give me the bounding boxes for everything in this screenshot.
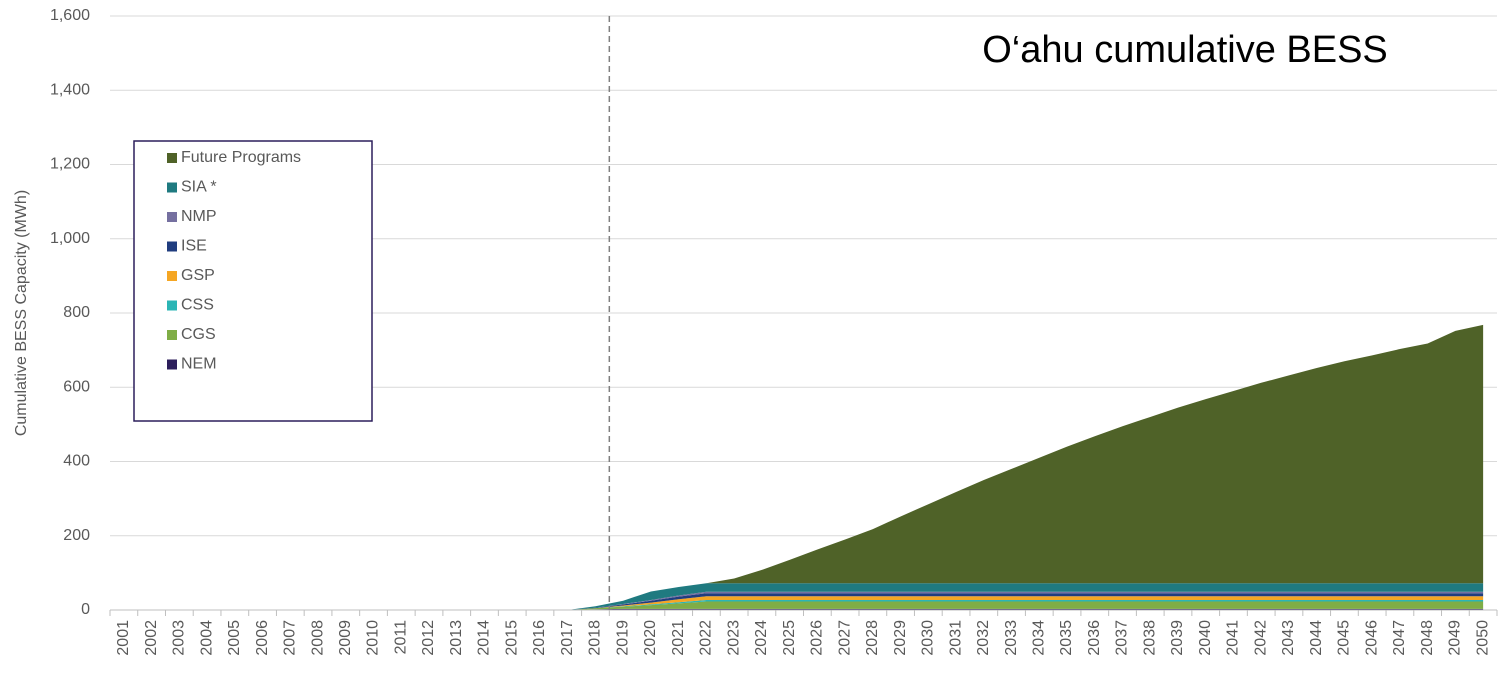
x-tick-label: 2040 [1197,620,1214,656]
legend-label: Future Programs [181,149,301,166]
x-tick-label: 2050 [1474,620,1491,656]
x-tick-label: 2027 [836,620,853,656]
x-tick-label: 2044 [1308,620,1325,656]
legend: Future Programs SIA * NMP ISE GSP CSS CGS NEM [133,140,373,422]
x-tick-label: 2013 [448,620,465,656]
x-tick-label: 2008 [309,620,326,656]
x-tick-label: 2039 [1169,620,1186,656]
x-tick-label: 2004 [198,620,215,656]
legend-label: ISE [181,238,207,255]
x-tick-label: 2041 [1225,620,1242,656]
x-tick-label: 2026 [809,620,826,656]
area [123,324,1484,610]
x-tick-label: 2012 [420,620,437,656]
y-axis-label: Cumulative BESS Capacity (MWh) [13,190,30,436]
area [123,599,1484,610]
x-tick-label: 2036 [1086,620,1103,656]
x-tick-label: 2033 [1003,620,1020,656]
y-tick-label: 1,200 [50,156,90,173]
y-tick-label: 200 [63,527,90,544]
x-tick-label: 2005 [226,620,243,656]
x-tick-label: 2031 [947,620,964,656]
x-tick-label: 2025 [781,620,798,656]
legend-label: CSS [181,297,214,314]
legend-swatch [167,212,177,222]
y-tick-label: 600 [63,378,90,395]
y-tick-label: 0 [81,601,90,618]
area [123,583,1484,610]
x-tick-label: 2046 [1363,620,1380,656]
x-tick-label: 2047 [1391,620,1408,656]
x-tick-label: 2017 [559,620,576,656]
legend-label: GSP [181,267,215,284]
x-tick-label: 2048 [1419,620,1436,656]
x-tick-label: 2035 [1058,620,1075,656]
x-tick-label: 2007 [282,620,299,656]
x-tick-label: 2001 [115,620,132,656]
x-tick-label: 2045 [1336,620,1353,656]
legend-label: CGS [181,326,216,343]
x-tick-label: 2029 [892,620,909,656]
y-tick-label: 1,400 [50,81,90,98]
legend-swatch [167,359,177,370]
y-tick-label: 1,000 [50,230,90,247]
x-tick-label: 2018 [587,620,604,656]
x-tick-label: 2022 [698,620,715,656]
x-tick-label: 2011 [392,620,409,655]
area [123,596,1484,610]
x-tick-label: 2034 [1031,620,1048,656]
x-tick-label: 2002 [143,620,160,656]
x-tick-label: 2049 [1447,620,1464,656]
x-tick-label: 2030 [920,620,937,656]
legend-swatch [167,330,177,340]
chart-annotation: O‘ahu cumulative BESS [982,29,1388,71]
legend-swatch [167,182,177,193]
x-tick-label: 2021 [670,620,687,656]
x-tick-label: 2028 [864,620,881,656]
legend-swatch [167,241,177,252]
x-tick-label: 2009 [337,620,354,656]
x-tick-label: 2024 [753,620,770,656]
legend-swatch [167,271,177,281]
x-tick-label: 2038 [1141,620,1158,656]
y-tick-label: 400 [63,453,90,470]
x-tick-label: 2014 [476,620,493,656]
x-tick-label: 2020 [642,620,659,656]
area [123,601,1484,610]
y-tick-label: 1,600 [50,7,90,24]
x-tick-label: 2037 [1114,620,1131,656]
x-tick-label: 2010 [365,620,382,656]
x-tick-label: 2042 [1252,620,1269,656]
legend-label: NMP [181,208,217,225]
legend-swatch [167,153,177,163]
y-tick-label: 800 [63,304,90,321]
x-tick-label: 2032 [975,620,992,656]
x-tick-label: 2015 [503,620,520,656]
x-tick-label: 2006 [254,620,271,656]
legend-label: NEM [181,356,217,373]
legend-swatch [167,300,177,311]
area [123,593,1484,610]
x-tick-label: 2023 [725,620,742,656]
x-tick-label: 2043 [1280,620,1297,656]
x-tick-label: 2016 [531,620,548,656]
x-tick-label: 2019 [614,620,631,656]
legend-label: SIA * [181,179,217,196]
x-tick-label: 2003 [171,620,188,656]
